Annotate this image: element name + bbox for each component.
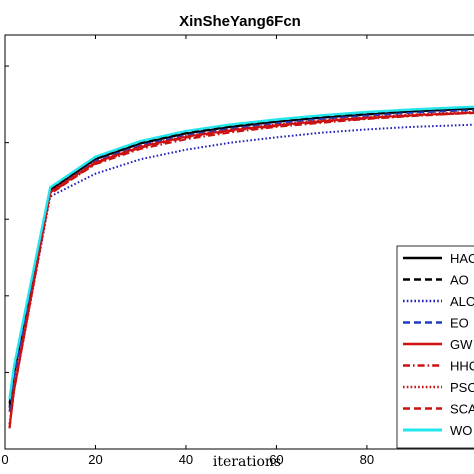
- x-tick-label: 20: [88, 452, 102, 467]
- legend-label-alc: ALC: [450, 294, 474, 309]
- legend-label-sca: SCA: [450, 402, 474, 417]
- legend: HAC AO ALC EO GW HHC PSC SCA WO: [396, 245, 474, 449]
- x-tick-label: 80: [360, 452, 374, 467]
- y-axis-ticks: [5, 65, 9, 450]
- legend-label-wo: WO: [450, 423, 472, 438]
- series-line-sca: [8, 112, 474, 429]
- legend-label-gw: GW: [450, 337, 473, 352]
- x-tick-label: 40: [179, 452, 193, 467]
- chart-title: XinSheYang6Fcn: [179, 13, 301, 30]
- legend-label-hhc: HHC: [450, 359, 474, 374]
- series-line-wo: [8, 105, 474, 400]
- legend-label-psc: PSC: [450, 380, 474, 395]
- legend-label-eo: EO: [450, 316, 469, 331]
- x-tick-label: 0: [1, 452, 8, 467]
- x-axis-label: iterations: [213, 454, 281, 470]
- x-tick-label: 60: [269, 452, 283, 467]
- x-axis-ticks: 0 20 40 60 80: [1, 35, 374, 467]
- legend-label-ao: AO: [450, 273, 469, 288]
- plot-frame: [4, 34, 474, 450]
- series-layer: [8, 105, 474, 429]
- legend-label-hac: HAC: [450, 251, 474, 266]
